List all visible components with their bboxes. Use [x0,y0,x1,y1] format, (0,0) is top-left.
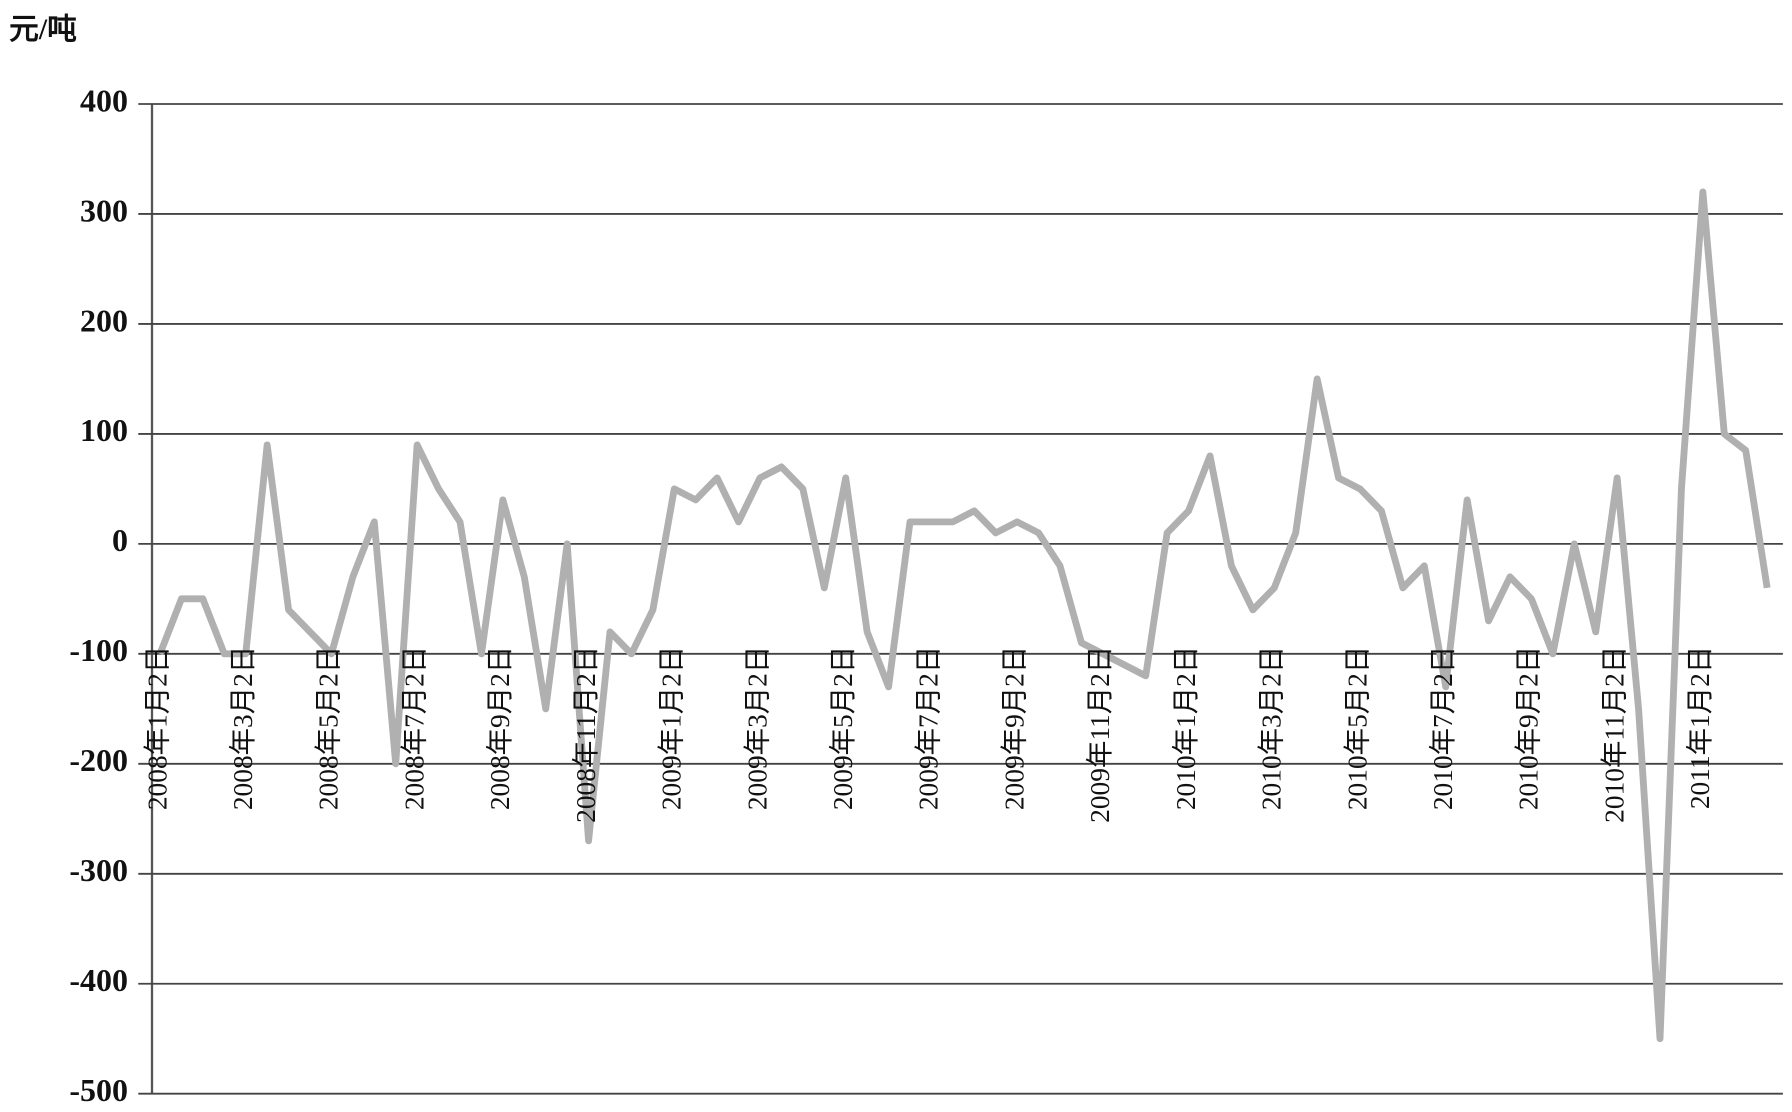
x-tick-label: 2009年7月2日 [914,646,944,810]
x-tick-label: 2010年5月2日 [1342,646,1372,810]
x-tick-label: 2009年1月2日 [657,646,687,810]
y-tick-label: -500 [69,1072,128,1108]
x-tick-label: 2008年5月2日 [314,646,344,810]
x-tick-label: 2008年3月2日 [228,646,258,810]
y-tick-label: 200 [80,302,128,338]
y-tick-label: -100 [69,632,128,668]
y-tick-label: 100 [80,412,128,448]
x-tick-label: 2010年11月2日 [1599,646,1629,823]
x-tick-label: 2009年9月2日 [999,646,1029,810]
data-line [156,188,1771,1043]
y-tick-label: -200 [69,742,128,778]
x-tick-label: 2009年11月2日 [1085,646,1115,823]
y-tick-label: -300 [69,852,128,888]
x-tick-label: 2008年9月2日 [485,646,515,810]
x-tick-label: 2011年1月2日 [1685,646,1715,809]
x-tick-label: 2010年1月2日 [1171,646,1201,810]
x-tick-label: 2009年3月2日 [742,646,772,810]
x-tick-label: 2008年11月2日 [571,646,601,823]
y-tick-label: -400 [69,962,128,998]
x-tick-label: 2010年3月2日 [1257,646,1287,810]
x-tick-label: 2010年7月2日 [1428,646,1458,810]
x-tick-label: 2008年7月2日 [399,646,429,810]
y-tick-label: 300 [80,192,128,228]
x-tick-label: 2010年9月2日 [1514,646,1544,810]
x-tick-label: 2009年5月2日 [828,646,858,810]
y-tick-label: 0 [112,522,128,558]
x-tick-label: 2008年1月2日 [142,646,172,810]
y-tick-label: 400 [80,82,128,118]
y-axis-label: 元/吨 [9,13,77,46]
